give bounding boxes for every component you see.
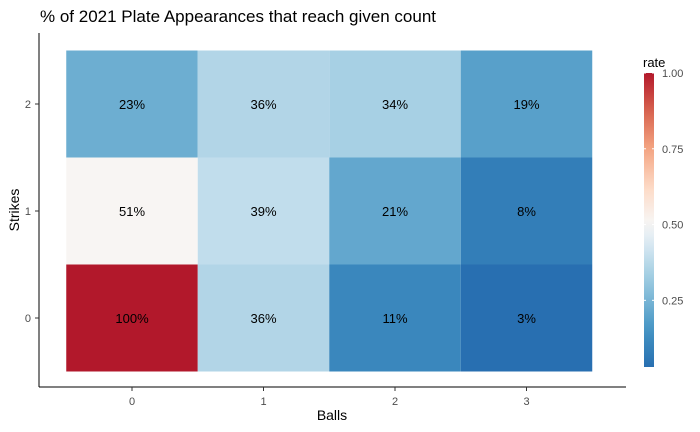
y-tick-label: 1: [25, 206, 31, 218]
legend: rate 0.25 0.50 0.75 1.00: [643, 55, 683, 367]
legend-title: rate: [643, 55, 665, 70]
cell-value-label: 100%: [115, 311, 149, 326]
legend-ticks: 0.25 0.50 0.75 1.00: [644, 68, 683, 307]
y-axis-title: Strikes: [6, 189, 22, 232]
x-axis-title: Balls: [317, 407, 347, 423]
heatmap-cell: [197, 50, 330, 158]
heatmap-cell: [329, 50, 461, 158]
x-tick-label: 0: [129, 396, 135, 408]
cell-value-label: 51%: [119, 204, 145, 219]
cell-value-label: 36%: [250, 97, 276, 112]
x-tick-label: 2: [392, 396, 398, 408]
heatmap-cell: [66, 50, 198, 158]
cell-value-label: 34%: [382, 97, 408, 112]
y-axis-ticks: 0 1 2: [25, 99, 39, 325]
y-tick-label: 0: [25, 313, 31, 325]
heatmap-cell: [197, 157, 330, 265]
x-axis-ticks: 0 1 2 3: [129, 387, 530, 408]
heatmap-cell: [197, 264, 330, 372]
heatmap-cell-labels: 23% 36% 34% 19% 51% 39% 21% 8% 100% 36% 11% 3%: [115, 97, 540, 326]
cell-value-label: 8%: [517, 204, 536, 219]
legend-colorbar: [644, 73, 654, 367]
heatmap-cells: [66, 50, 593, 372]
cell-value-label: 3%: [517, 311, 536, 326]
legend-tick-label: 0.25: [662, 295, 683, 307]
x-tick-label: 3: [523, 396, 529, 408]
x-tick-label: 1: [260, 396, 266, 408]
legend-tick-label: 0.50: [662, 220, 683, 232]
heatmap-cell: [460, 264, 593, 372]
cell-value-label: 36%: [250, 311, 276, 326]
cell-value-label: 23%: [119, 97, 145, 112]
cell-value-label: 39%: [250, 204, 276, 219]
y-tick-label: 2: [25, 99, 31, 111]
legend-tick-label: 1.00: [662, 68, 683, 80]
heatmap-cell: [460, 50, 593, 158]
heatmap-cell: [460, 157, 593, 265]
legend-tick-label: 0.75: [662, 144, 683, 156]
heatmap-cell: [329, 157, 461, 265]
cell-value-label: 19%: [513, 97, 539, 112]
cell-value-label: 11%: [382, 311, 407, 326]
chart-title: % of 2021 Plate Appearances that reach g…: [40, 7, 436, 26]
cell-value-label: 21%: [382, 204, 408, 219]
heatmap-cell: [66, 157, 198, 265]
heatmap-cell: [66, 264, 198, 372]
heatmap-cell: [329, 264, 461, 372]
